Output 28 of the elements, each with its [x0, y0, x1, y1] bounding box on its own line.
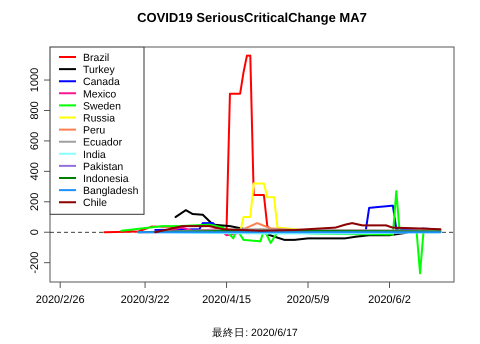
legend-label: Peru — [83, 124, 106, 137]
y-tick-label: 200 — [29, 192, 41, 211]
y-tick-label: 800 — [29, 101, 41, 120]
x-tick-label: 2020/2/26 — [36, 294, 85, 306]
legend-label: Chile — [83, 197, 108, 210]
x-tick-label: 2020/6/2 — [368, 294, 411, 306]
legend-label: Brazil — [83, 52, 110, 64]
y-tick-label: 400 — [29, 162, 41, 181]
text: 最終日: 2020/6/17 — [212, 327, 298, 339]
legend-label: India — [83, 148, 106, 161]
legend-label: Pakistan — [83, 160, 124, 173]
x-tick-label: 2020/5/9 — [286, 294, 330, 306]
legend-label: Sweden — [83, 100, 122, 112]
y-tick-label: -200 — [29, 252, 41, 274]
y-tick-label: 600 — [29, 132, 41, 150]
legend-label: Russia — [83, 112, 116, 124]
line-series — [154, 222, 442, 234]
x-tick-label: 2020/3/22 — [120, 294, 170, 306]
legend-label: Indonesia — [83, 173, 129, 185]
legend-label: Turkey — [83, 64, 116, 76]
chart-title: COVID19 SeriousCriticalChange MA7 — [137, 10, 367, 25]
legend-label: Canada — [83, 76, 120, 88]
y-tick-label: 1000 — [29, 68, 41, 92]
legend-label: Ecuador — [83, 136, 123, 149]
legend-label: Mexico — [83, 88, 116, 100]
y-tick-label: 0 — [29, 229, 41, 236]
x-tick-label: 2020/4/15 — [202, 294, 252, 306]
legend-label: Bangladesh — [83, 185, 139, 198]
